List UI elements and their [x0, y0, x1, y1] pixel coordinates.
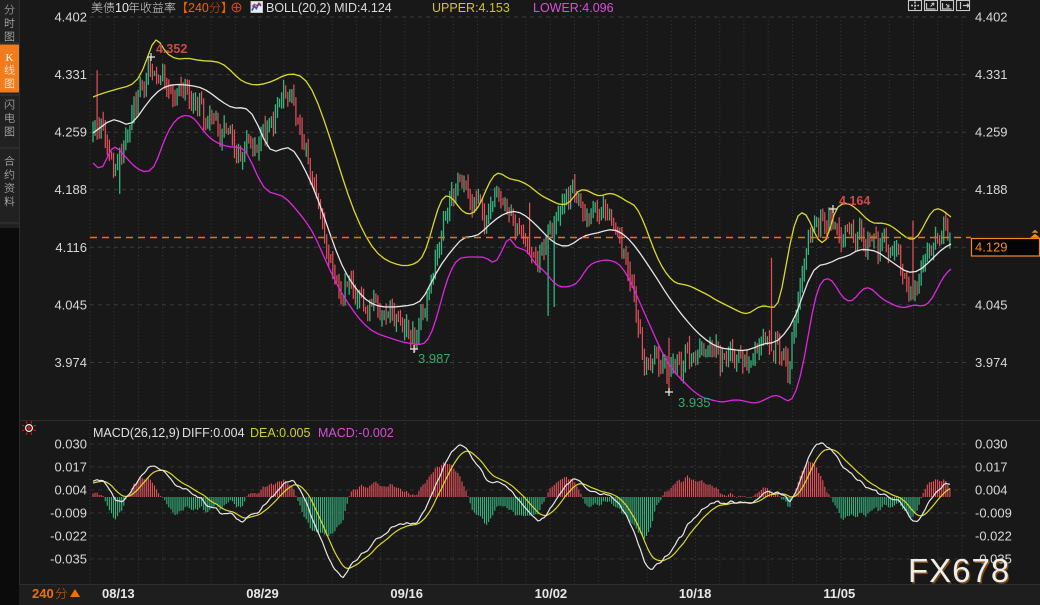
- svg-text:09/16: 09/16: [390, 586, 423, 601]
- svg-text:0.004: 0.004: [54, 482, 87, 497]
- svg-text:240: 240: [188, 1, 209, 15]
- svg-text:K: K: [6, 52, 14, 64]
- svg-text:-0.022: -0.022: [50, 528, 87, 543]
- svg-text:DIFF:0.004: DIFF:0.004: [182, 426, 245, 440]
- svg-text:4.352: 4.352: [156, 42, 187, 56]
- svg-text:MACD(26,12,9): MACD(26,12,9): [93, 426, 180, 440]
- svg-text:4.129: 4.129: [975, 240, 1008, 255]
- svg-text:UPPER:4.153: UPPER:4.153: [432, 1, 510, 15]
- svg-text:FX678: FX678: [908, 552, 1010, 589]
- svg-text:-0.035: -0.035: [975, 551, 1012, 566]
- svg-text:4.045: 4.045: [54, 297, 87, 312]
- svg-text:4.259: 4.259: [975, 125, 1008, 140]
- svg-text:4.188: 4.188: [54, 182, 87, 197]
- svg-text:10: 10: [115, 1, 129, 15]
- svg-text:10/02: 10/02: [535, 586, 568, 601]
- svg-text:0.030: 0.030: [54, 436, 87, 451]
- svg-text:08/13: 08/13: [102, 586, 135, 601]
- svg-text:4.331: 4.331: [54, 67, 87, 82]
- svg-text:-0.035: -0.035: [50, 551, 87, 566]
- svg-text:4.402: 4.402: [54, 10, 87, 25]
- svg-text:4.331: 4.331: [975, 67, 1008, 82]
- svg-text:0.017: 0.017: [54, 459, 87, 474]
- svg-text:0.017: 0.017: [975, 459, 1008, 474]
- svg-text:LOWER:4.096: LOWER:4.096: [533, 1, 614, 15]
- svg-text:240: 240: [32, 586, 54, 601]
- svg-text:08/29: 08/29: [246, 586, 279, 601]
- svg-text:0.004: 0.004: [975, 482, 1008, 497]
- svg-text:DEA:0.005: DEA:0.005: [250, 426, 311, 440]
- svg-text:4.402: 4.402: [975, 10, 1008, 25]
- svg-text:0.030: 0.030: [975, 436, 1008, 451]
- svg-text:3.987: 3.987: [418, 351, 451, 366]
- svg-text:4.045: 4.045: [975, 297, 1008, 312]
- svg-text:BOLL(20,2) MID:4.124: BOLL(20,2) MID:4.124: [266, 1, 392, 15]
- svg-text:3.974: 3.974: [975, 355, 1008, 370]
- svg-text:4.116: 4.116: [55, 240, 87, 255]
- svg-text:4.164: 4.164: [839, 194, 870, 208]
- svg-text:-0.009: -0.009: [50, 505, 87, 520]
- svg-text:3.974: 3.974: [54, 355, 87, 370]
- svg-text:4.259: 4.259: [54, 125, 87, 140]
- svg-text:-0.009: -0.009: [975, 505, 1012, 520]
- svg-text:4.188: 4.188: [975, 182, 1008, 197]
- svg-text:10/18: 10/18: [679, 586, 712, 601]
- svg-text:FX678: FX678: [909, 553, 1011, 590]
- svg-text:-0.022: -0.022: [975, 528, 1012, 543]
- svg-text:MACD:-0.002: MACD:-0.002: [318, 426, 394, 440]
- svg-text:3.935: 3.935: [678, 395, 711, 410]
- svg-text:11/05: 11/05: [823, 586, 855, 601]
